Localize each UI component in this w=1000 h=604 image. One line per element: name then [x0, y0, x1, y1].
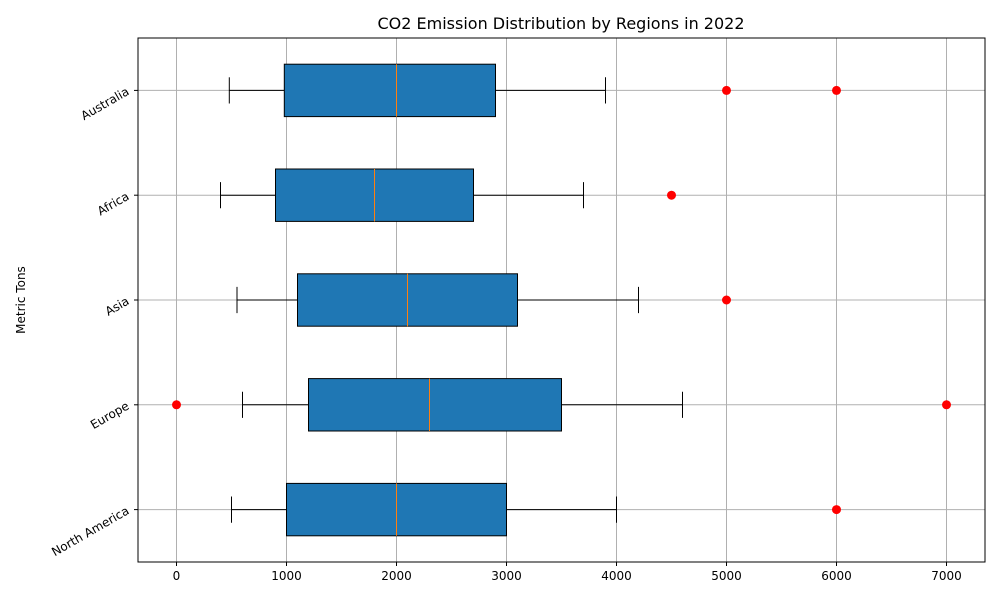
x-tick-label: 3000 [491, 569, 522, 583]
y-tick-label: Africa [95, 189, 132, 218]
box-iqr [283, 63, 496, 118]
y-axis-label: Metric Tons [14, 266, 28, 334]
outlier-point [667, 190, 676, 200]
box-layer [172, 63, 951, 537]
x-tick-label: 6000 [821, 569, 852, 583]
outlier-point [942, 400, 951, 410]
y-tick-label: Asia [103, 294, 132, 319]
x-tick-label: 0 [173, 569, 181, 583]
chart-title: CO2 Emission Distribution by Regions in … [377, 14, 744, 33]
x-tick-label: 5000 [711, 569, 742, 583]
x-tick-label: 7000 [931, 569, 962, 583]
outlier-point [832, 505, 841, 515]
y-tick-label: Europe [88, 399, 132, 432]
y-tick-label: North America [49, 504, 131, 560]
outlier-point [722, 295, 731, 305]
x-tick-label: 4000 [601, 569, 632, 583]
x-tick-label: 2000 [381, 569, 412, 583]
outlier-point [832, 85, 841, 95]
box-iqr [308, 378, 562, 432]
y-tick-label: Australia [79, 84, 132, 123]
outlier-point [722, 85, 731, 95]
plot-frame [137, 37, 986, 563]
x-tick-label: 1000 [271, 569, 302, 583]
outlier-point [172, 400, 181, 410]
